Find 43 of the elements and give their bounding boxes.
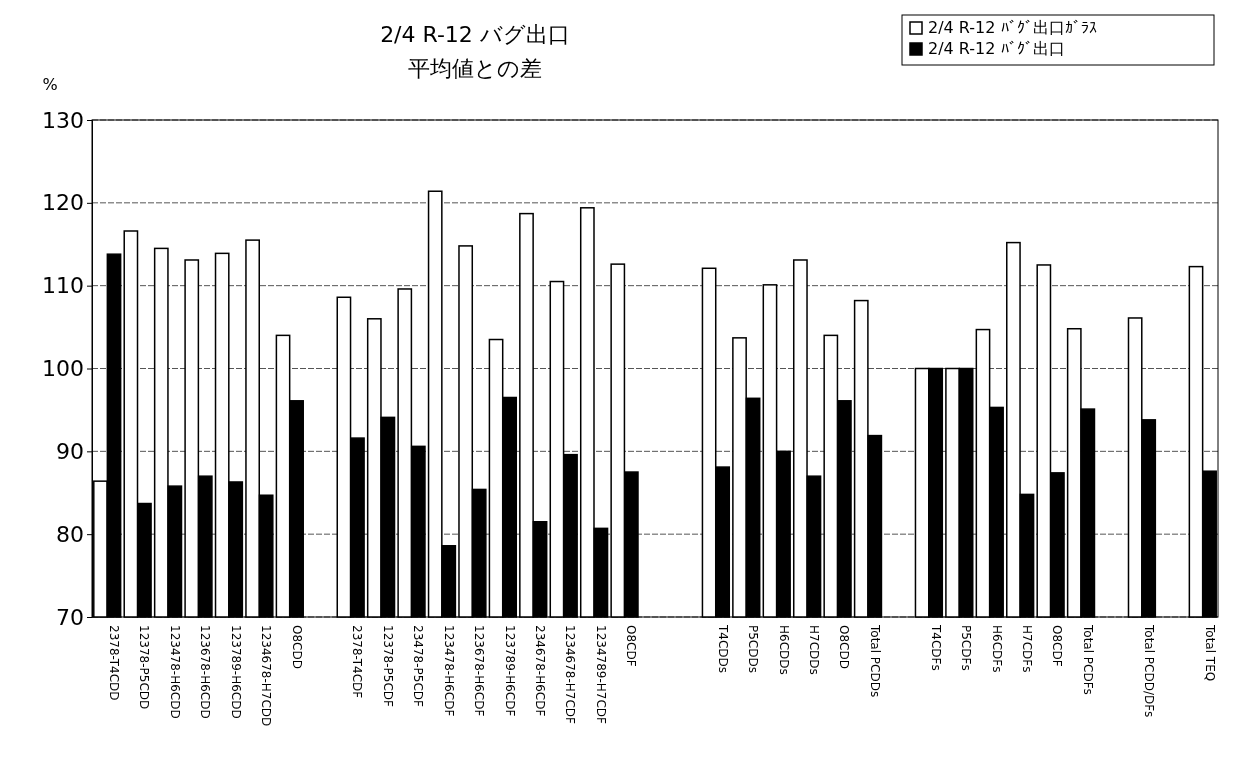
x-tick-label: Total PCDFs bbox=[1080, 624, 1095, 695]
x-tick-label: P5CDDs bbox=[746, 625, 761, 673]
x-tick-label: 123478-H6CDD bbox=[167, 625, 182, 719]
x-tick-label: 234678-H6CDF bbox=[533, 625, 548, 717]
x-tick-label: H6CDFs bbox=[989, 625, 1004, 673]
x-tick-label: O8CDD bbox=[289, 625, 304, 669]
x-tick-label: O8CDF bbox=[624, 625, 639, 667]
legend-label: 2/4 R-12 ﾊﾞｸﾞ出口ｶﾞﾗｽ bbox=[928, 18, 1097, 37]
x-tick-label: 123678-H6CDD bbox=[198, 625, 213, 719]
x-tick-label: 1234678-H7CDD bbox=[259, 625, 274, 727]
y-tick-label: 100 bbox=[42, 356, 84, 382]
y-tick-label: 130 bbox=[42, 107, 84, 133]
x-tick-label: 1234678-H7CDF bbox=[563, 625, 578, 725]
y-tick-label: 70 bbox=[56, 604, 84, 630]
chart-title: 2/4 R-12 バグ出口 bbox=[380, 22, 570, 47]
y-axis-title: % bbox=[42, 75, 58, 94]
x-tick-label: Total TEQ bbox=[1202, 624, 1217, 682]
x-tick-label: T4CDDs bbox=[715, 624, 730, 674]
x-tick-label: H7CDFs bbox=[1019, 625, 1034, 673]
x-tick-label: 12378-P5CDD bbox=[137, 625, 152, 710]
x-tick-label: H7CDDs bbox=[806, 625, 821, 675]
x-tick-label: Total PCDD/DFs bbox=[1141, 624, 1156, 718]
y-tick-label: 120 bbox=[42, 190, 84, 216]
x-tick-label: O8CDF bbox=[1050, 625, 1065, 667]
x-tick-label: 2378-T4CDF bbox=[350, 625, 365, 699]
y-tick-label: 90 bbox=[56, 438, 84, 464]
x-tick-label: 23478-P5CDF bbox=[411, 625, 426, 707]
x-tick-label: 123478-H6CDF bbox=[441, 625, 456, 717]
chart-subtitle: 平均値との差 bbox=[408, 56, 542, 81]
x-tick-label: 1234789-H7CDF bbox=[593, 625, 608, 725]
x-tick-label: P5CDFs bbox=[959, 625, 974, 671]
x-tick-label: 123678-H6CDF bbox=[472, 625, 487, 717]
x-tick-label: Total PCDDs bbox=[867, 624, 882, 698]
x-tick-label: 12378-P5CDF bbox=[380, 625, 395, 707]
y-tick-label: 80 bbox=[56, 521, 84, 547]
y-tick-label: 110 bbox=[42, 273, 84, 299]
x-tick-label: O8CDD bbox=[837, 625, 852, 669]
x-tick-label: 123789-H6CDD bbox=[228, 625, 243, 719]
x-tick-label: T4CDFs bbox=[928, 624, 943, 671]
x-tick-label: 123789-H6CDF bbox=[502, 625, 517, 717]
x-tick-label: 2378-T4CDD bbox=[107, 625, 122, 701]
legend-label: 2/4 R-12 ﾊﾞｸﾞ出口 bbox=[928, 39, 1065, 58]
x-tick-label: H6CDDs bbox=[776, 625, 791, 675]
